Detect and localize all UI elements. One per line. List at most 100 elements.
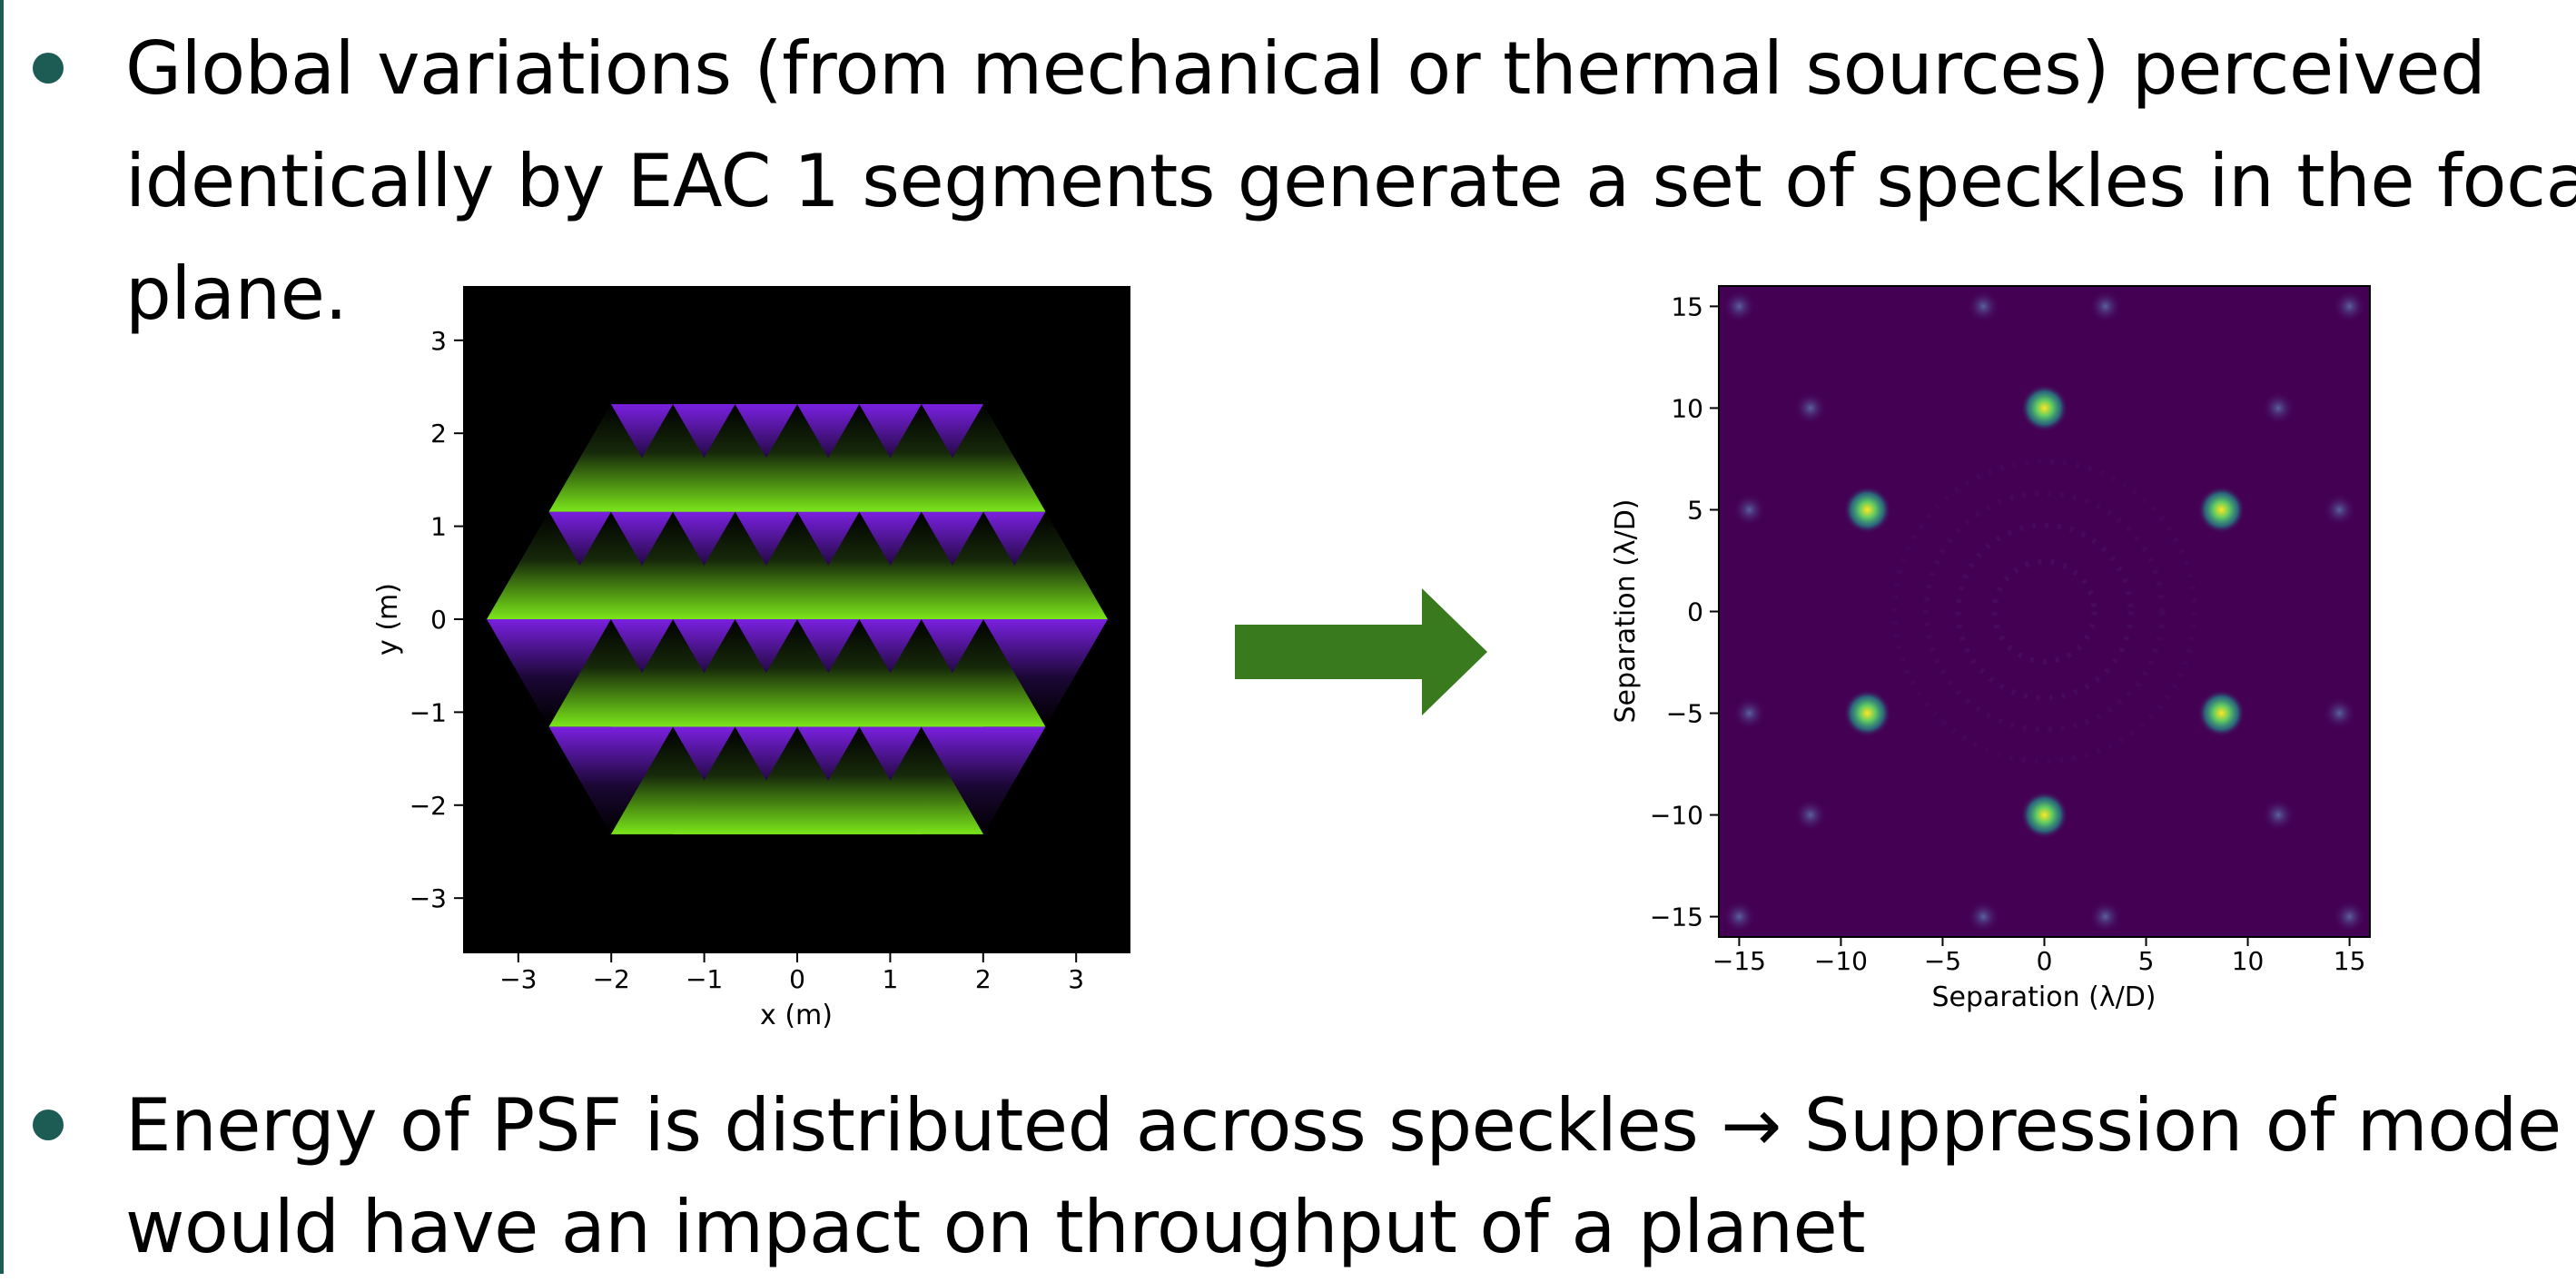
right-arrow [1235, 588, 1487, 715]
psf-ring [1955, 522, 2134, 701]
pupil-segment [859, 404, 984, 512]
pupil-segment [797, 511, 922, 619]
psf-faint-speckle [2262, 391, 2295, 425]
psf-faint-speckle [2333, 290, 2366, 323]
psf-bright-speckles [1843, 384, 2245, 839]
bullet-1-line-1: Global variations (from mechanical or th… [125, 26, 2486, 111]
psf-xtick-label: 15 [2334, 946, 2366, 976]
pupil-ytick-label: 3 [430, 326, 447, 356]
pupil-xtick-label: 3 [1068, 964, 1084, 994]
pupil-plot-area [463, 286, 1130, 953]
pupil-segment [610, 619, 735, 727]
psf-ytick-label: 10 [1671, 393, 1703, 423]
psf-ytick-label: 0 [1687, 597, 1703, 627]
pupil-segment [797, 619, 922, 727]
psf-bright-speckle [2020, 384, 2068, 432]
pupil-segment [673, 511, 797, 619]
psf-faint-speckle [1722, 900, 1756, 933]
bullet-1-line-2: identically by EAC 1 segments generate a… [125, 139, 2576, 223]
pupil-segment [859, 726, 984, 834]
pupil-xtick-label: 1 [882, 964, 898, 994]
pupil-segment [610, 619, 735, 727]
pupil-xtick-label: 2 [975, 964, 992, 994]
psf-xtick-label: −15 [1712, 946, 1766, 976]
bullet-2-line-1: Energy of PSF is distributed across spec… [125, 1083, 2561, 1168]
pupil-segment [735, 619, 860, 727]
pupil-ytick-label: −3 [410, 883, 447, 913]
pupil-segment [735, 619, 860, 727]
pupil-segment [610, 726, 735, 834]
pupil-segment [673, 404, 797, 512]
pupil-segment [921, 511, 1046, 619]
pupil-axes: −3 −3 −2 −2 −1 −1 0 0 1 1 2 2 3 3 [410, 326, 1084, 994]
pupil-xlabel: x (m) [760, 1000, 833, 1031]
pupil-segment [673, 726, 797, 834]
pupil-ytick-label: 0 [430, 605, 447, 635]
pupil-segment [797, 404, 922, 512]
psf-faint-speckle [1732, 696, 1766, 730]
pupil-segment [548, 619, 674, 727]
pupil-segment [610, 511, 735, 619]
pupil-segment [921, 726, 1046, 834]
pupil-segment [797, 619, 922, 727]
pupil-segment [797, 726, 922, 834]
psf-ytick-label: 15 [1671, 291, 1703, 321]
pupil-xtick-label: 0 [789, 964, 805, 994]
bullet-dot [33, 1109, 64, 1140]
bullet-1-line-3: plane. [125, 251, 348, 336]
pupil-segment [797, 511, 922, 619]
pupil-ylabel: y (m) [372, 583, 404, 656]
psf-ring [1923, 490, 2166, 733]
psf-xtick-label: 5 [2138, 946, 2155, 976]
pupil-ytick-label: 1 [430, 512, 447, 542]
psf-axes: −15 −15 −10 −10 −5 −5 0 0 5 5 10 10 15 15 [1650, 291, 2366, 976]
pupil-segment [548, 511, 674, 619]
psf-faint-speckles [1722, 290, 2366, 933]
pupil-segment [487, 619, 611, 727]
pupil-segment [548, 726, 674, 834]
psf-faint-speckle [2323, 493, 2356, 527]
pupil-segment [673, 511, 797, 619]
pupil-xtick-label: −1 [686, 964, 723, 994]
psf-ytick-label: −5 [1666, 699, 1703, 729]
psf-faint-speckle [1967, 290, 2000, 323]
psf-bright-speckle [2197, 486, 2245, 534]
pupil-segment [735, 404, 860, 512]
psf-ytick-label: −15 [1650, 902, 1703, 932]
pupil-segment [859, 726, 984, 834]
pupil-ytick-label: −1 [410, 697, 447, 727]
psf-faint-speckle [1722, 290, 1756, 323]
psf-faint-speckle [2088, 900, 2122, 933]
psf-faint-speckle [2333, 900, 2366, 933]
pupil-segment [673, 619, 797, 727]
pupil-segment [673, 726, 797, 834]
psf-ylabel: Separation (λ/D) [1610, 498, 1642, 723]
psf-ring [1991, 558, 2097, 665]
pupil-segment [921, 404, 1046, 512]
psf-faint-speckle [2323, 696, 2356, 730]
psf-bright-speckle [2197, 689, 2245, 737]
pupil-xtick-label: −3 [499, 964, 537, 994]
pupil-segment [673, 619, 797, 727]
psf-faint-speckle [1793, 391, 1827, 425]
pupil-segment [548, 619, 674, 727]
psf-ring [1891, 459, 2197, 764]
pupil-segment [921, 511, 1046, 619]
pupil-segment [673, 404, 797, 512]
pupil-xtick-label: −2 [593, 964, 630, 994]
psf-interference-pattern [1891, 459, 2197, 764]
pupil-segment [797, 404, 922, 512]
pupil-ytick-label: −2 [410, 791, 447, 821]
psf-faint-speckle [1793, 798, 1827, 832]
pupil-segment [983, 511, 1108, 619]
psf-bright-speckle [1843, 689, 1891, 737]
pupil-segment [610, 511, 735, 619]
psf-xtick-label: −10 [1814, 946, 1868, 976]
psf-bright-speckle [2020, 791, 2068, 839]
pupil-segment [735, 726, 860, 834]
bullet-2-line-2: would have an impact on throughput of a … [125, 1185, 1866, 1269]
psf-xtick-label: 0 [2037, 946, 2053, 976]
pupil-segment [735, 726, 860, 834]
pupil-segment [610, 404, 735, 512]
psf-faint-speckle [2088, 290, 2122, 323]
